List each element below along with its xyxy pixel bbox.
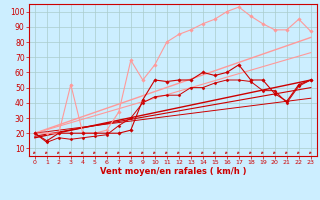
X-axis label: Vent moyen/en rafales ( km/h ): Vent moyen/en rafales ( km/h ) <box>100 167 246 176</box>
